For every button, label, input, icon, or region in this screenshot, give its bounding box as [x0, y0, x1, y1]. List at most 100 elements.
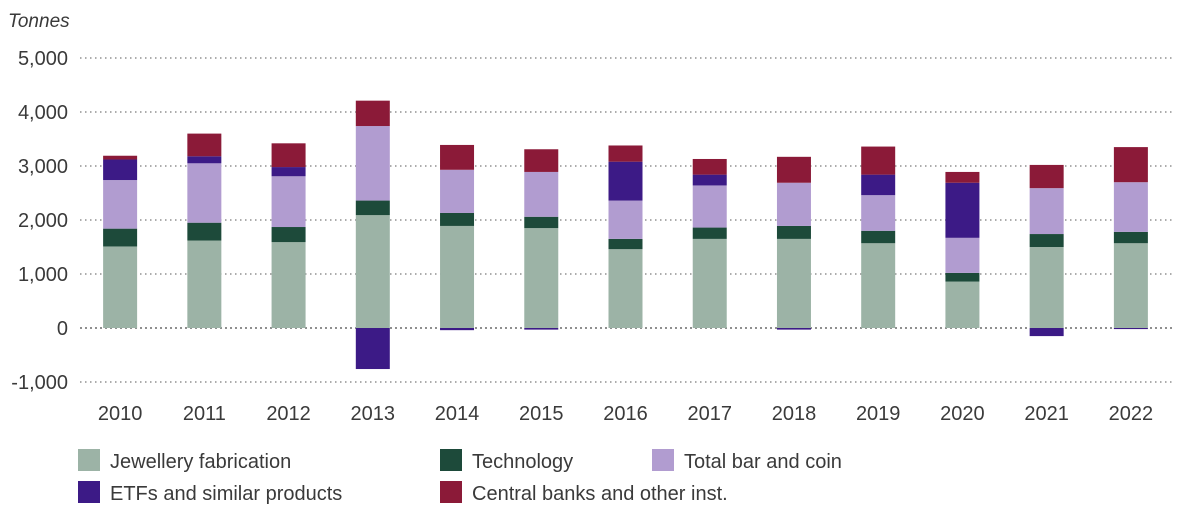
- x-tick-label: 2011: [183, 403, 226, 425]
- legend-item: Central banks and other inst.: [440, 481, 728, 505]
- x-tick-label: 2015: [519, 403, 564, 425]
- y-axis-tick-labels: -1,000 0 1,000 2,000 3,000 4,000 5,000: [11, 48, 68, 394]
- bar-segment: [692, 238, 727, 328]
- bar-segment: [776, 156, 811, 183]
- x-tick-label: 2016: [603, 403, 648, 425]
- bar-segment: [440, 212, 475, 226]
- legend-label: Jewellery fabrication: [110, 451, 291, 473]
- bar-segment: [692, 185, 727, 228]
- bar-segment: [776, 182, 811, 226]
- x-tick-label: 2020: [940, 403, 985, 425]
- bar-segment: [861, 230, 896, 244]
- bar-segment: [187, 156, 222, 164]
- bar-segment: [692, 227, 727, 239]
- x-tick-label: 2012: [266, 403, 311, 425]
- bar-segment: [861, 243, 896, 328]
- bar-segment: [692, 158, 727, 175]
- bar-segment: [608, 200, 643, 239]
- legend-label: ETFs and similar products: [110, 483, 342, 505]
- bar-segment: [776, 238, 811, 328]
- bar-segment: [1113, 231, 1148, 244]
- bar-segment: [440, 144, 475, 170]
- bar-segment: [440, 328, 475, 331]
- bar-segment: [608, 145, 643, 162]
- bar-segment: [103, 228, 138, 247]
- x-tick-label: 2017: [687, 403, 732, 425]
- y-tick-label: 5,000: [18, 48, 68, 70]
- bar-segment: [355, 126, 390, 201]
- bar-segment: [945, 272, 980, 282]
- bar-segment: [103, 246, 138, 328]
- legend-label: Technology: [472, 451, 573, 473]
- legend-item: Jewellery fabrication: [78, 449, 291, 473]
- legend-swatch: [78, 481, 100, 503]
- bar-segment: [355, 328, 390, 370]
- bar-segment: [945, 171, 980, 183]
- bar-segment: [861, 146, 896, 175]
- x-tick-label: 2014: [435, 403, 480, 425]
- bar-segment: [440, 225, 475, 328]
- bar-segment: [187, 133, 222, 157]
- legend-item: Total bar and coin: [652, 449, 842, 473]
- bar-segment: [1113, 182, 1148, 232]
- bar-segment: [692, 174, 727, 186]
- legend-label: Central banks and other inst.: [472, 483, 728, 505]
- bar-segment: [945, 182, 980, 238]
- bar-segment: [524, 149, 559, 172]
- x-tick-label: 2022: [1109, 403, 1154, 425]
- legend-swatch: [440, 449, 462, 471]
- bar-segment: [861, 174, 896, 196]
- y-tick-label: 4,000: [18, 102, 68, 124]
- x-tick-label: 2019: [856, 403, 901, 425]
- bar-segment: [945, 237, 980, 273]
- bars: [103, 100, 1148, 370]
- bar-segment: [355, 200, 390, 216]
- bar-segment: [861, 195, 896, 231]
- y-tick-label: 1,000: [18, 264, 68, 286]
- bar-segment: [355, 100, 390, 127]
- bar-segment: [103, 155, 138, 160]
- bar-segment: [355, 215, 390, 328]
- bar-segment: [524, 216, 559, 229]
- bar-segment: [1113, 328, 1148, 330]
- legend: Jewellery fabrication Technology Total bar…: [78, 449, 842, 505]
- bar-segment: [103, 180, 138, 229]
- bar-segment: [1113, 147, 1148, 183]
- x-axis-tick-labels: 2010 2011 2012 2013 2014 2015 2016 2017 2018 2019…: [98, 403, 1153, 425]
- bar-segment: [271, 227, 306, 243]
- x-tick-label: 2018: [772, 403, 817, 425]
- legend-swatch: [440, 481, 462, 503]
- bar-segment: [103, 159, 138, 181]
- bar-segment: [271, 176, 306, 228]
- bar-segment: [1029, 328, 1064, 337]
- bar-segment: [524, 171, 559, 217]
- x-tick-label: 2010: [98, 403, 143, 425]
- x-tick-label: 2021: [1024, 403, 1069, 425]
- bar-segment: [187, 222, 222, 241]
- legend-item: ETFs and similar products: [78, 481, 342, 505]
- y-tick-label: 0: [57, 318, 68, 340]
- legend-swatch: [78, 449, 100, 471]
- bar-segment: [1029, 164, 1064, 189]
- bar-segment: [1113, 243, 1148, 328]
- bar-segment: [1029, 234, 1064, 247]
- legend-swatch: [652, 449, 674, 471]
- bar-segment: [271, 167, 306, 177]
- bar-segment: [776, 225, 811, 239]
- y-tick-label: 3,000: [18, 156, 68, 178]
- bar-segment: [524, 328, 559, 330]
- bar-segment: [1029, 247, 1064, 328]
- bar-segment: [440, 169, 475, 213]
- bar-segment: [1029, 188, 1064, 235]
- bar-segment: [776, 328, 811, 330]
- bar-segment: [271, 242, 306, 328]
- legend-label: Total bar and coin: [684, 451, 842, 473]
- bar-segment: [524, 228, 559, 328]
- y-tick-label: 2,000: [18, 210, 68, 232]
- y-tick-label: -1,000: [11, 372, 68, 394]
- bar-segment: [271, 143, 306, 168]
- bar-segment: [608, 249, 643, 328]
- bar-segment: [187, 163, 222, 223]
